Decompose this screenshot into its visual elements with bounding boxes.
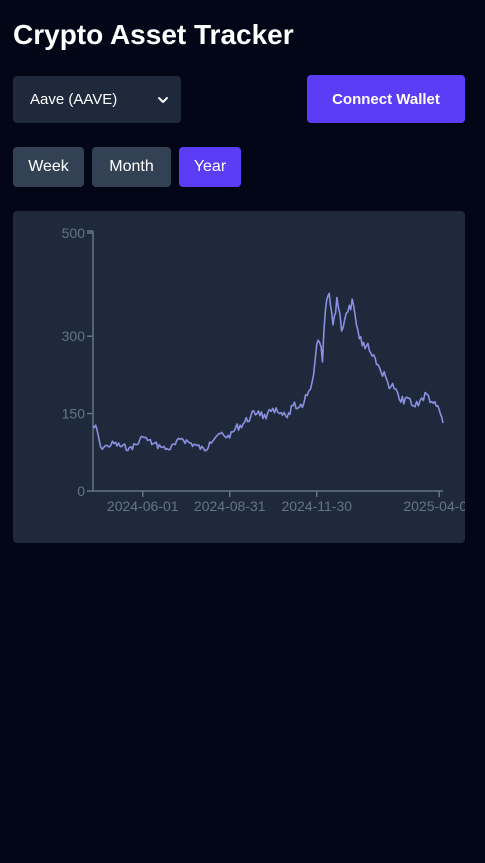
connect-wallet-button[interactable]: Connect Wallet <box>307 75 465 123</box>
y-tick-label-150: 150 <box>62 406 86 422</box>
asset-select-value: Aave (AAVE) <box>30 91 118 108</box>
price-chart-panel: 0 150 300 500 2024-06-01 2024-08-31 2024-11-30… <box>13 211 465 543</box>
x-tick-label-2024-08-31: 2024-08-31 <box>194 498 266 514</box>
x-tick-label-2025-04-07: 2025-04-07 <box>403 498 465 514</box>
x-tick-label-2024-06-01: 2024-06-01 <box>107 498 179 514</box>
price-chart: 0 150 300 500 2024-06-01 2024-08-31 2024-11-30… <box>62 225 465 514</box>
price-series-line <box>92 292 444 452</box>
y-tick-label-0: 0 <box>77 483 85 499</box>
range-week-button[interactable]: Week <box>13 147 84 187</box>
y-tick-label-300: 300 <box>62 328 86 344</box>
range-month-button[interactable]: Month <box>92 147 171 187</box>
y-tick-label-500: 500 <box>62 225 86 241</box>
chevron-down-icon <box>157 94 169 106</box>
asset-select[interactable]: Aave (AAVE) <box>13 76 181 123</box>
range-year-button[interactable]: Year <box>179 147 241 187</box>
x-tick-label-2024-11-30: 2024-11-30 <box>281 498 352 514</box>
page-title: Crypto Asset Tracker <box>13 19 294 50</box>
